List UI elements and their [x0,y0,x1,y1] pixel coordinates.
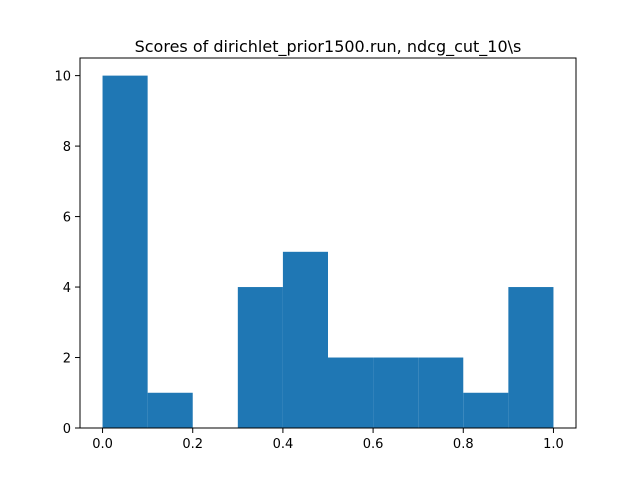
y-tick-label-0: 0 [63,422,71,437]
y-tick-label-4: 8 [63,140,71,155]
y-tick-label-2: 4 [63,281,71,296]
histogram-bar-7 [418,357,464,428]
histogram-bar-4 [282,251,328,428]
y-tick-label-5: 10 [54,70,71,85]
chart-title: Scores of dirichlet_prior1500.run, ndcg_… [135,37,522,57]
histogram-bar-5 [328,357,374,428]
histogram-bar-3 [237,287,283,428]
histogram-bar-9 [508,287,554,428]
bars-group [102,75,554,428]
y-tick-label-1: 2 [63,352,71,367]
x-tick-label-5: 1.0 [543,437,564,452]
x-tick-label-0: 0.0 [92,437,113,452]
x-tick-label-2: 0.4 [273,437,294,452]
histogram-bar-1 [147,392,193,428]
histogram-bar-8 [463,392,509,428]
x-tick-label-4: 0.8 [453,437,474,452]
x-tick-label-3: 0.6 [363,437,384,452]
plot-frame [79,57,577,429]
histogram-bar-0 [102,75,148,428]
y-tick-label-3: 6 [63,211,71,226]
histogram-bar-6 [373,357,419,428]
x-tick-label-1: 0.2 [182,437,203,452]
axes-group: 0.0 0.2 0.4 0.6 0.8 1.0 0 2 4 6 8 10 [54,57,577,452]
